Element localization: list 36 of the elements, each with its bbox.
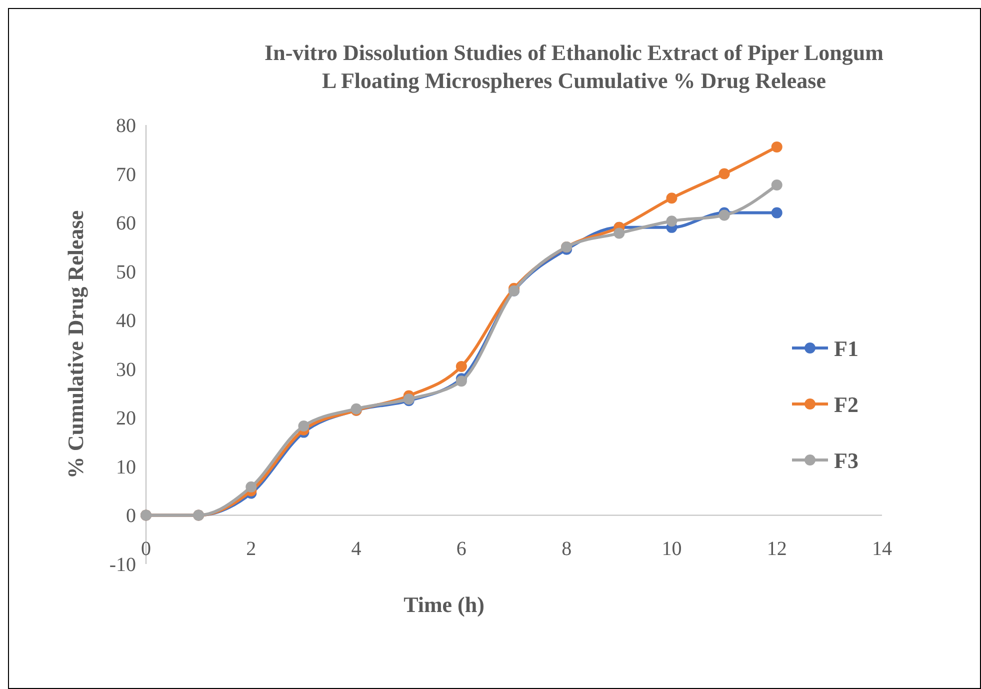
y-tick-label: 20 bbox=[116, 408, 136, 430]
point bbox=[246, 481, 257, 492]
y-tick-label: 60 bbox=[116, 212, 136, 235]
chart-title: In-vitro Dissolution Studies of Ethanolic Extract of Piper Longum L Floating Microspheres Cumulative % Drug Release bbox=[264, 40, 884, 93]
point bbox=[666, 192, 678, 204]
legend-label: F1 bbox=[834, 336, 858, 361]
legend-label: F3 bbox=[834, 448, 858, 473]
legend-label: F2 bbox=[834, 392, 858, 417]
x-tick-label: 4 bbox=[351, 538, 362, 560]
y-tick-label: 40 bbox=[116, 310, 136, 332]
point bbox=[456, 360, 467, 372]
y-tick-label: 30 bbox=[116, 358, 136, 381]
y-tick-label: 70 bbox=[116, 164, 136, 186]
x-tick-label: 12 bbox=[766, 538, 787, 560]
x-tick-label: 2 bbox=[246, 538, 256, 560]
y-axis-title: % Cumulative Drug Release bbox=[63, 210, 88, 479]
point bbox=[718, 168, 730, 180]
point bbox=[298, 420, 310, 432]
y-tick-label: 10 bbox=[116, 456, 136, 478]
point bbox=[771, 141, 782, 152]
point bbox=[718, 210, 730, 221]
y-tick-label: 80 bbox=[116, 115, 136, 137]
point bbox=[456, 376, 467, 387]
x-tick-label: 8 bbox=[562, 538, 572, 560]
y-tick-label: -10 bbox=[109, 554, 136, 576]
y-tick-label: 50 bbox=[116, 261, 136, 284]
x-tick-label: 14 bbox=[872, 538, 892, 560]
y-tick-label: 0 bbox=[126, 505, 136, 528]
x-tick-label: 0 bbox=[141, 538, 151, 560]
x-axis-title: Time (h) bbox=[404, 592, 484, 617]
point bbox=[666, 216, 678, 227]
x-tick-label: 6 bbox=[456, 538, 466, 560]
x-tick-label: 10 bbox=[662, 538, 682, 560]
point bbox=[771, 207, 782, 218]
point bbox=[614, 228, 625, 239]
point bbox=[771, 179, 782, 190]
